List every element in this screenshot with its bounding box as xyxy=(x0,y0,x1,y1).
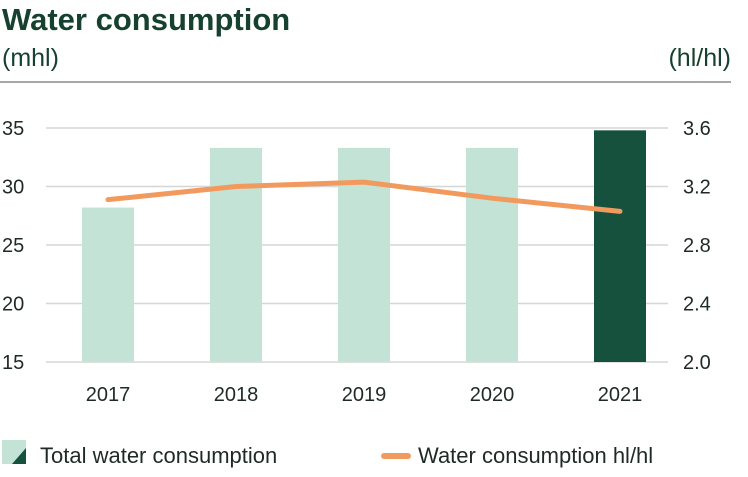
legend: Total water consumption Water consumptio… xyxy=(2,440,653,468)
right-axis-tick-label: 3.2 xyxy=(683,177,711,199)
left-axis-ticks: 35 30 25 20 15 xyxy=(2,118,24,374)
right-axis-tick-label: 2.8 xyxy=(683,235,711,257)
left-axis-tick-label: 30 xyxy=(2,177,24,199)
x-axis-tick-label: 2018 xyxy=(214,384,259,406)
right-axis-ticks: 3.6 3.2 2.8 2.4 2.0 xyxy=(683,118,711,374)
legend-item-ratio: Water consumption hl/hl xyxy=(381,443,653,468)
bar-2017 xyxy=(82,207,134,362)
bar-2018 xyxy=(210,147,262,362)
legend-label-total: Total water consumption xyxy=(40,443,277,468)
legend-item-total: Total water consumption xyxy=(2,440,277,468)
bar-2020 xyxy=(466,147,518,362)
x-axis-ticks: 2017 2018 2019 2020 2021 xyxy=(86,384,643,406)
right-axis-tick-label: 3.6 xyxy=(683,118,711,140)
line-water-consumption-ratio xyxy=(105,179,623,214)
right-axis-tick-label: 2.4 xyxy=(683,294,711,316)
left-axis-tick-label: 15 xyxy=(2,352,24,374)
left-axis-tick-label: 25 xyxy=(2,235,24,257)
legend-bar-swatch-dark xyxy=(12,448,26,464)
x-axis-tick-label: 2021 xyxy=(598,384,643,406)
x-axis-tick-label: 2019 xyxy=(342,384,387,406)
bar-2021 xyxy=(594,130,646,362)
chart-title: Water consumption xyxy=(2,2,290,37)
left-axis-tick-label: 20 xyxy=(2,294,24,316)
left-axis-unit: (mhl) xyxy=(2,44,59,72)
right-axis-tick-label: 2.0 xyxy=(683,352,711,374)
left-axis-tick-label: 35 xyxy=(2,118,24,140)
legend-bar-swatch xyxy=(2,440,26,464)
x-axis-tick-label: 2020 xyxy=(470,384,515,406)
x-axis-tick-label: 2017 xyxy=(86,384,131,406)
line-series xyxy=(105,179,623,214)
legend-label-ratio: Water consumption hl/hl xyxy=(418,443,653,468)
bars xyxy=(82,130,646,362)
right-axis-unit: (hl/hl) xyxy=(668,44,731,72)
